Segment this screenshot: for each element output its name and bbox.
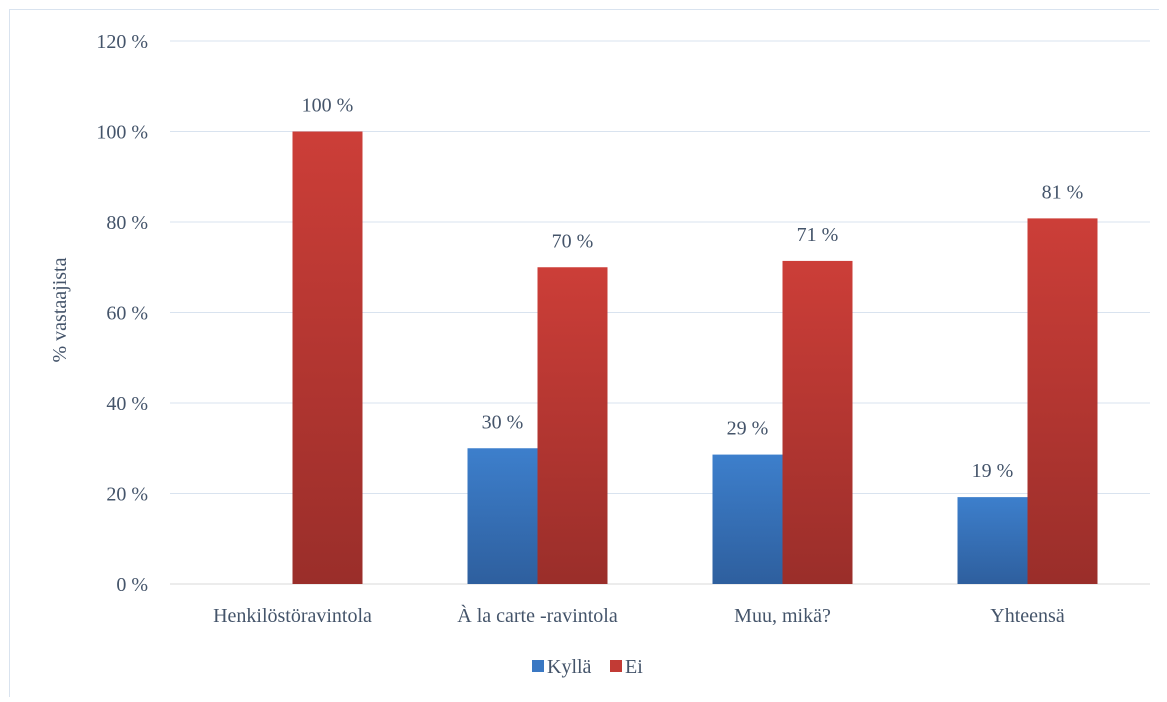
legend-swatch-kyllä — [532, 660, 544, 672]
y-tick-label: 80 % — [106, 212, 148, 234]
x-category-label: Muu, mikä? — [734, 605, 831, 627]
data-label: 29 % — [727, 418, 769, 440]
y-axis-ticks: 0 % 20 % 40 % 60 % 80 % 100 % 120 % — [96, 31, 148, 596]
bar-ei — [1027, 218, 1098, 584]
y-tick-label: 60 % — [106, 303, 148, 325]
bar-kyllä — [467, 448, 538, 584]
legend-label: Kyllä — [547, 656, 592, 678]
y-tick-label: 0 % — [116, 574, 148, 596]
x-category-label: Yhteensä — [990, 605, 1065, 627]
data-label: 81 % — [1042, 181, 1084, 203]
bar-ei — [292, 131, 363, 584]
data-label: 100 % — [302, 95, 354, 117]
y-tick-label: 20 % — [106, 484, 148, 506]
data-label: 19 % — [972, 460, 1014, 482]
data-label: 71 % — [797, 224, 839, 246]
legend-swatch-ei — [610, 660, 622, 672]
data-label: 70 % — [552, 230, 594, 252]
bar-kyllä — [957, 497, 1028, 584]
legend-label: Ei — [625, 656, 643, 678]
bar-kyllä — [712, 454, 783, 584]
gridlines — [170, 40, 1150, 585]
data-label: 30 % — [482, 411, 524, 433]
y-tick-label: 100 % — [96, 122, 148, 144]
legend: Kyllä Ei — [532, 656, 643, 678]
y-tick-label: 40 % — [106, 393, 148, 415]
bar-ei — [782, 260, 853, 584]
x-axis-categories: Henkilöstöravintola À la carte -ravintola… — [213, 604, 1065, 627]
y-tick-label: 120 % — [96, 31, 148, 53]
data-labels: 100 % 30 % 70 % 29 % 71 % 19 % 81 % — [302, 95, 1084, 483]
bars — [292, 131, 1098, 584]
bar-ei — [537, 267, 608, 584]
x-category-label: Henkilöstöravintola — [213, 605, 372, 627]
chart-frame — [9, 9, 1159, 697]
y-axis-title: % vastaajista — [49, 257, 71, 362]
x-category-label: À la carte -ravintola — [457, 604, 618, 627]
